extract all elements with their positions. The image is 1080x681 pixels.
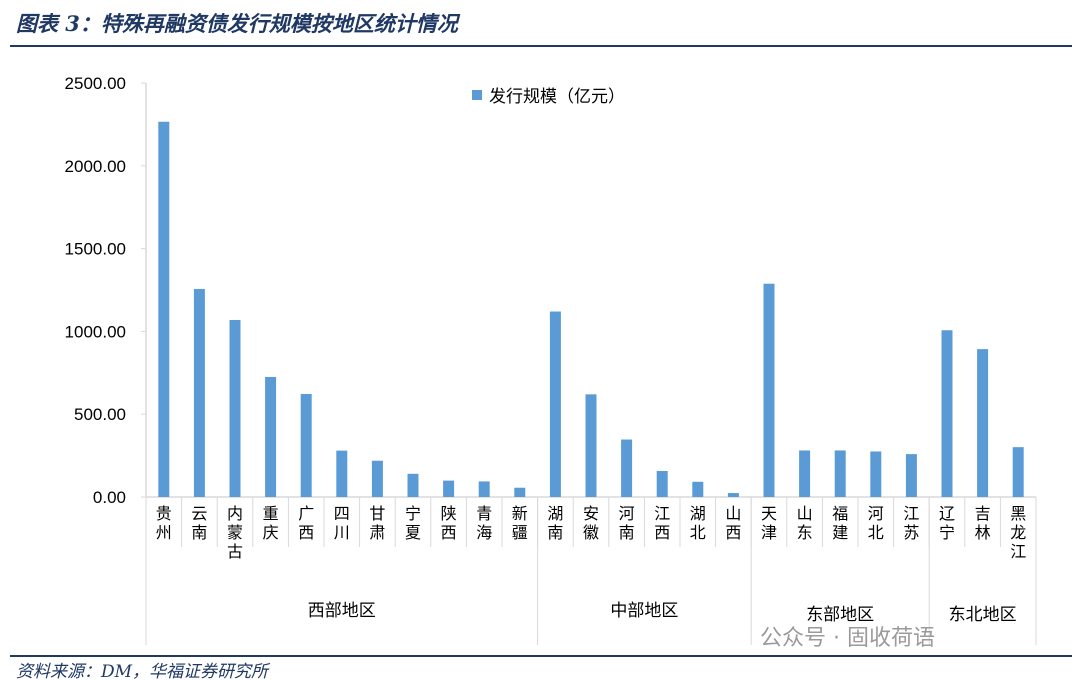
bar-云南	[193, 289, 205, 497]
bar-新疆	[514, 487, 526, 497]
y-tick-label: 2000.00	[65, 157, 126, 176]
x-category-label: 福建	[832, 504, 848, 542]
y-tick-label: 2500.00	[65, 74, 126, 93]
group-label: 西部地区	[308, 601, 376, 621]
bar-陕西	[443, 480, 455, 497]
x-category-label: 贵州	[156, 504, 172, 542]
legend-label: 发行规模（亿元）	[489, 87, 625, 107]
x-category-label: 重庆	[263, 504, 279, 542]
bar-天津	[763, 283, 775, 497]
x-category-label: 辽宁	[939, 504, 955, 542]
x-category-label: 黑龙江	[1010, 504, 1026, 561]
bar-内蒙古	[229, 319, 241, 497]
bar-江苏	[905, 454, 917, 497]
y-tick-label: 1500.00	[65, 240, 126, 259]
x-category-label: 山西	[725, 504, 741, 542]
bar-山西	[727, 493, 739, 497]
bar-江西	[656, 471, 668, 497]
x-category-label: 云南	[191, 504, 207, 542]
x-category-label: 陕西	[441, 504, 457, 542]
x-category-label: 青海	[476, 504, 492, 542]
bar-山东	[799, 450, 811, 497]
x-category-label: 新疆	[512, 504, 528, 542]
x-category-label: 甘肃	[369, 504, 385, 542]
bar-吉林	[977, 349, 989, 497]
group-label: 东部地区	[806, 605, 874, 625]
legend-swatch	[472, 90, 482, 100]
bar-广西	[300, 393, 312, 497]
bar-辽宁	[941, 330, 953, 497]
x-category-label: 湖北	[690, 504, 706, 542]
y-tick-label: 0.00	[93, 488, 126, 507]
footer-divider	[10, 655, 1072, 657]
bar-安徽	[585, 394, 597, 497]
source-note: 资料来源：DM，华福证券研究所	[16, 662, 269, 681]
x-category-label: 天津	[761, 504, 777, 542]
bar-河南	[621, 439, 633, 497]
title-divider	[10, 45, 1072, 47]
x-category-label: 湖南	[547, 504, 563, 542]
x-category-label: 江西	[654, 504, 670, 542]
x-category-label: 安徽	[583, 504, 599, 542]
x-category-label: 江苏	[903, 504, 919, 542]
x-category-label: 河北	[868, 504, 884, 542]
bar-重庆	[265, 376, 277, 497]
bar-湖南	[549, 311, 561, 497]
x-category-label: 吉林	[975, 504, 991, 542]
bar-甘肃	[371, 460, 383, 497]
x-category-label: 山东	[797, 504, 813, 542]
bar-四川	[336, 450, 348, 497]
bar-湖北	[692, 481, 704, 497]
group-label: 东北地区	[949, 605, 1017, 625]
bar-贵州	[158, 121, 170, 497]
bar-福建	[834, 450, 846, 497]
y-tick-label: 500.00	[74, 405, 126, 424]
bar-宁夏	[407, 473, 419, 497]
x-category-label: 河南	[619, 504, 635, 542]
y-tick-label: 1000.00	[65, 322, 126, 341]
watermark: 公众号 · 固收荷语	[760, 626, 935, 651]
bar-青海	[478, 481, 490, 497]
x-category-label: 宁夏	[405, 504, 421, 542]
x-category-label: 四川	[334, 504, 350, 542]
group-label: 中部地区	[610, 601, 678, 621]
x-category-label: 广西	[298, 504, 314, 542]
bar-黑龙江	[1012, 447, 1024, 497]
x-category-label: 内蒙古	[227, 504, 243, 561]
bar-河北	[870, 451, 882, 497]
figure-title: 图表 3：特殊再融资债发行规模按地区统计情况	[16, 11, 458, 36]
